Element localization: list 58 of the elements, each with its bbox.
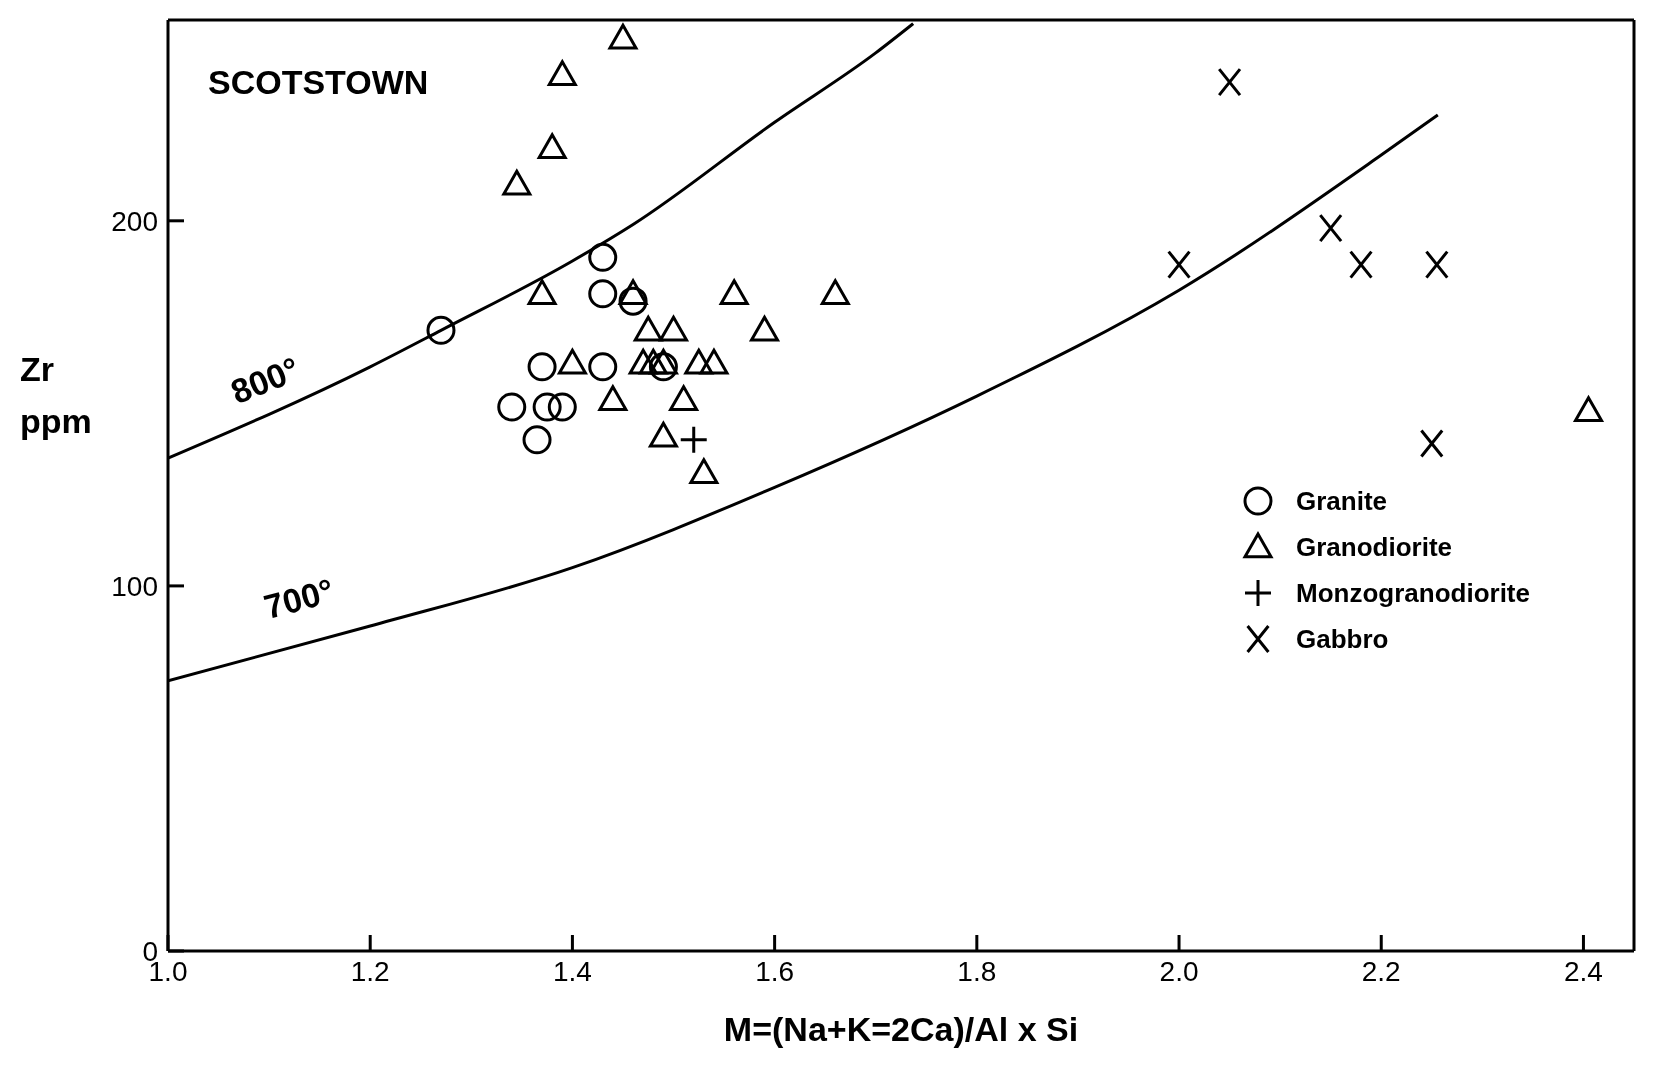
point [618, 286, 648, 316]
point [537, 133, 567, 160]
y-tick-label: 100 [111, 570, 158, 602]
annotation: 700° [259, 571, 338, 627]
point [588, 279, 618, 309]
point [680, 426, 707, 453]
x-axis-title: M=(Na+K=2Ca)/Al x Si [723, 1010, 1079, 1048]
annotation: SCOTSTOWN [208, 63, 429, 102]
point [1424, 250, 1449, 280]
legend-label: Granodiorite [1296, 531, 1453, 563]
point [618, 279, 648, 306]
point [1318, 213, 1343, 243]
x-tick-label: 1.2 [350, 955, 390, 987]
x-tick-label: 1.4 [552, 955, 592, 987]
point [820, 279, 850, 306]
point [628, 348, 658, 375]
point [1167, 250, 1191, 280]
point [522, 425, 552, 455]
point [608, 23, 638, 50]
point [633, 315, 663, 342]
x-tick-label: 1.6 [755, 955, 795, 987]
point [527, 352, 557, 382]
point [648, 352, 678, 382]
point [588, 352, 618, 382]
point [648, 421, 678, 448]
x-tick-label: 1.8 [957, 955, 997, 987]
point [699, 348, 729, 375]
point [1574, 396, 1603, 422]
point [1217, 67, 1242, 97]
point [497, 392, 527, 422]
point [669, 385, 699, 411]
point [689, 458, 719, 484]
point [547, 60, 577, 87]
point [719, 279, 749, 306]
point [532, 392, 562, 422]
point [750, 315, 780, 342]
point [648, 348, 678, 375]
point [1349, 250, 1373, 280]
point [588, 242, 618, 272]
point [684, 348, 714, 375]
point [502, 169, 532, 196]
x-tick-label: 2.0 [1159, 955, 1199, 987]
point [659, 315, 689, 342]
legend-label: Granite [1296, 485, 1388, 517]
point [598, 385, 628, 411]
point [547, 392, 577, 422]
annotation: 800° [225, 349, 306, 412]
point [557, 348, 587, 375]
x-tick-label: 2.2 [1361, 955, 1401, 987]
x-tick-label: 2.4 [1563, 955, 1603, 987]
point [426, 315, 456, 345]
y-tick-label: 200 [111, 205, 158, 237]
legend-label: Monzogranodiorite [1296, 577, 1530, 609]
point [1419, 429, 1444, 459]
point [638, 348, 668, 375]
y-axis-title: Zr ppm [20, 349, 92, 442]
legend-label: Gabbro [1296, 623, 1389, 655]
point [527, 279, 557, 306]
